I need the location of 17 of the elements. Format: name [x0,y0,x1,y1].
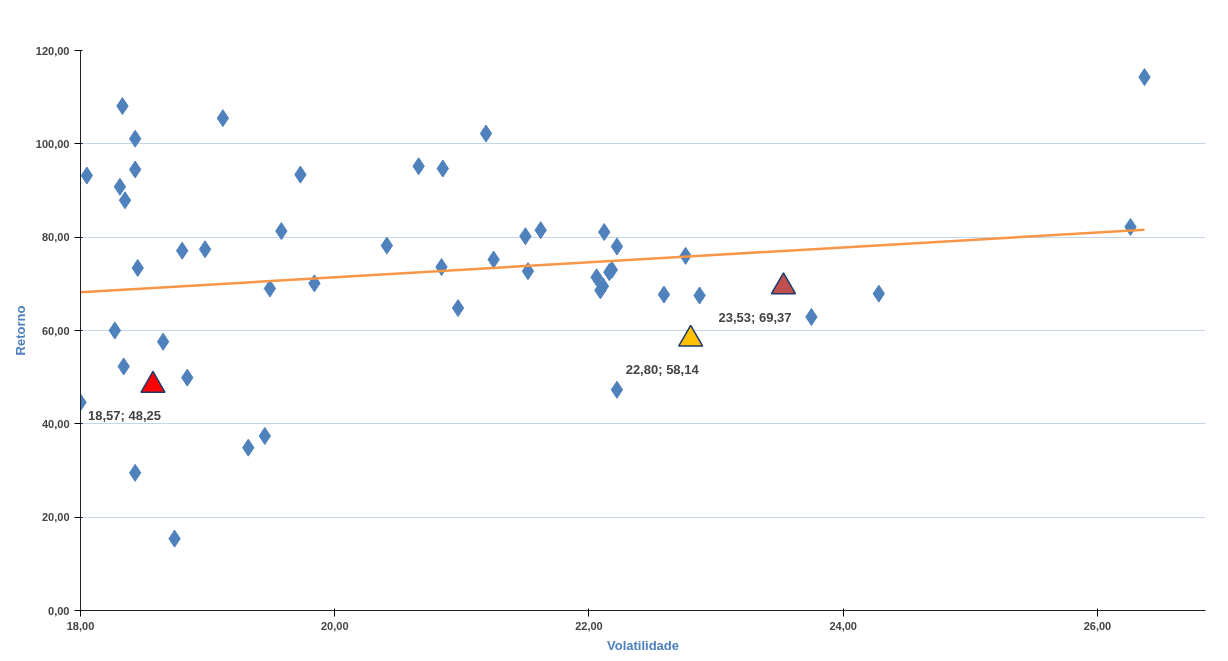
x-axis-title: Volatilidade [607,637,679,653]
y-tick-label: 100,00 [35,137,70,150]
y-tick-label: 0,00 [48,604,70,617]
y-tick-label: 60,00 [41,324,70,337]
y-tick-label: 80,00 [41,231,70,244]
x-tick-label: 22,00 [575,619,603,632]
y-tick-label: 120,00 [35,44,70,57]
x-tick-label: 18,00 [66,619,95,632]
data-label: 23,53; 69,37 [718,309,792,325]
data-label: 18,57; 48,25 [87,408,161,424]
x-tick-label: 20,00 [320,619,349,632]
y-tick-label: 40,00 [41,417,70,430]
x-tick-label: 24,00 [829,619,857,632]
x-tick-label: 26,00 [1083,619,1112,632]
data-label: 22,80; 58,14 [625,362,700,378]
y-tick-label: 20,00 [41,511,70,524]
y-axis-title: Retorno [12,305,28,356]
